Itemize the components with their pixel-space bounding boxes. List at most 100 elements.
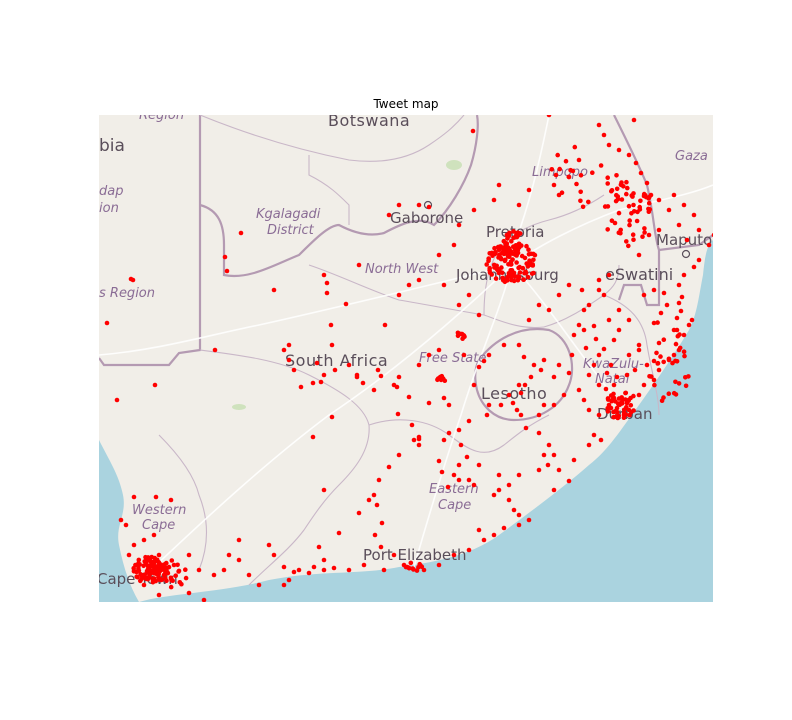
tweet-point bbox=[513, 274, 518, 279]
tweet-point bbox=[551, 452, 557, 458]
tweet-point bbox=[378, 373, 384, 379]
tweet-point bbox=[538, 367, 544, 373]
tweet-point bbox=[266, 542, 272, 548]
tweet-point bbox=[661, 359, 666, 365]
tweet-point bbox=[201, 597, 207, 602]
tweet-point bbox=[676, 381, 682, 386]
tweet-point bbox=[169, 558, 175, 563]
tweet-point bbox=[630, 232, 636, 237]
region-label-gaza: Gaza bbox=[675, 149, 708, 164]
tweet-point bbox=[654, 350, 659, 356]
tweet-point bbox=[104, 320, 110, 326]
tweet-point bbox=[612, 220, 618, 226]
country-label-namibia-partial: bia bbox=[99, 136, 125, 156]
tweet-point bbox=[616, 307, 622, 313]
tweet-point bbox=[281, 564, 287, 570]
region-label-eastern-cape: Cape bbox=[438, 498, 471, 513]
tweet-point bbox=[624, 372, 630, 378]
tweet-point bbox=[286, 577, 292, 583]
tweet-point bbox=[605, 175, 610, 180]
tweet-point bbox=[491, 197, 497, 203]
tweet-point bbox=[441, 282, 447, 288]
tweet-point bbox=[143, 554, 148, 560]
tweet-point bbox=[614, 186, 620, 192]
tweet-point bbox=[375, 367, 381, 373]
province-boundaries bbox=[158, 115, 660, 586]
tweet-point bbox=[611, 337, 617, 343]
tweet-point bbox=[158, 562, 164, 568]
tweet-point bbox=[563, 158, 569, 164]
tweet-point bbox=[638, 170, 644, 176]
tweet-point bbox=[571, 457, 577, 463]
tweet-point bbox=[321, 557, 327, 563]
tweet-point bbox=[298, 384, 304, 390]
tweet-point bbox=[356, 262, 362, 268]
tweet-point bbox=[328, 322, 334, 328]
tweet-point bbox=[631, 202, 636, 208]
tweet-point bbox=[637, 207, 643, 212]
city-label-gaborone: Gaborone bbox=[390, 209, 463, 227]
tweet-point bbox=[624, 191, 629, 197]
tweet-point bbox=[151, 532, 157, 538]
park-area bbox=[446, 160, 462, 170]
tweet-point bbox=[614, 374, 620, 380]
city-label-port-elizabeth: Port Elizabeth bbox=[363, 546, 467, 564]
tweet-point bbox=[291, 569, 297, 575]
tweet-point bbox=[583, 345, 589, 351]
tweet-point bbox=[408, 560, 414, 566]
tweet-point bbox=[136, 557, 142, 563]
tweet-point bbox=[516, 342, 522, 348]
tweet-point bbox=[321, 567, 327, 573]
tweet-point bbox=[557, 166, 562, 172]
tweet-point bbox=[556, 292, 562, 298]
tweet-point bbox=[536, 430, 542, 436]
tweet-point bbox=[531, 257, 536, 263]
tweet-point bbox=[395, 411, 401, 417]
map-title: Tweet map bbox=[373, 97, 439, 111]
tweet-point bbox=[131, 542, 137, 548]
tweet-point bbox=[436, 562, 442, 568]
tweet-point bbox=[396, 292, 402, 298]
tweet-point bbox=[141, 563, 146, 569]
tweet-point bbox=[114, 397, 120, 403]
tweet-point bbox=[212, 347, 218, 353]
tweet-point bbox=[608, 362, 614, 368]
tweet-point bbox=[501, 277, 507, 282]
tweet-point bbox=[591, 323, 597, 329]
tweet-point bbox=[510, 400, 516, 406]
tweet-point bbox=[606, 142, 612, 148]
tweet-point bbox=[644, 362, 650, 368]
tweet-point bbox=[576, 157, 582, 163]
tweet-point bbox=[165, 570, 171, 576]
tweet-point bbox=[419, 564, 425, 569]
tweet-point bbox=[661, 290, 667, 296]
tweet-point bbox=[148, 563, 153, 568]
tweet-point bbox=[671, 192, 677, 198]
tweet-point bbox=[561, 392, 567, 398]
tweet-point bbox=[605, 409, 611, 414]
tweet-map[interactable]: Region Botswana bia dap ion Kgalagadi Di… bbox=[99, 115, 713, 602]
tweet-point bbox=[636, 342, 642, 348]
tweet-point bbox=[676, 282, 682, 288]
tweet-point bbox=[616, 147, 622, 153]
tweet-point bbox=[481, 537, 487, 543]
tweet-point bbox=[131, 494, 137, 500]
tweet-point bbox=[614, 173, 619, 178]
region-label-s-region: s Region bbox=[99, 286, 155, 301]
tweet-point bbox=[150, 576, 155, 582]
tweet-point bbox=[666, 391, 672, 397]
tweet-point bbox=[236, 537, 242, 543]
tweet-point bbox=[549, 167, 555, 172]
tweet-point bbox=[644, 180, 650, 186]
tweet-point bbox=[651, 320, 657, 326]
tweet-point bbox=[466, 292, 472, 298]
tweet-point bbox=[541, 452, 547, 458]
tweet-point bbox=[324, 280, 330, 286]
tweet-point bbox=[426, 400, 432, 406]
tweet-point bbox=[391, 552, 397, 558]
tweet-point bbox=[676, 347, 682, 353]
tweet-point bbox=[175, 562, 180, 568]
tweet-point bbox=[224, 268, 230, 274]
tweet-point bbox=[679, 294, 685, 300]
tweet-point bbox=[382, 322, 388, 328]
